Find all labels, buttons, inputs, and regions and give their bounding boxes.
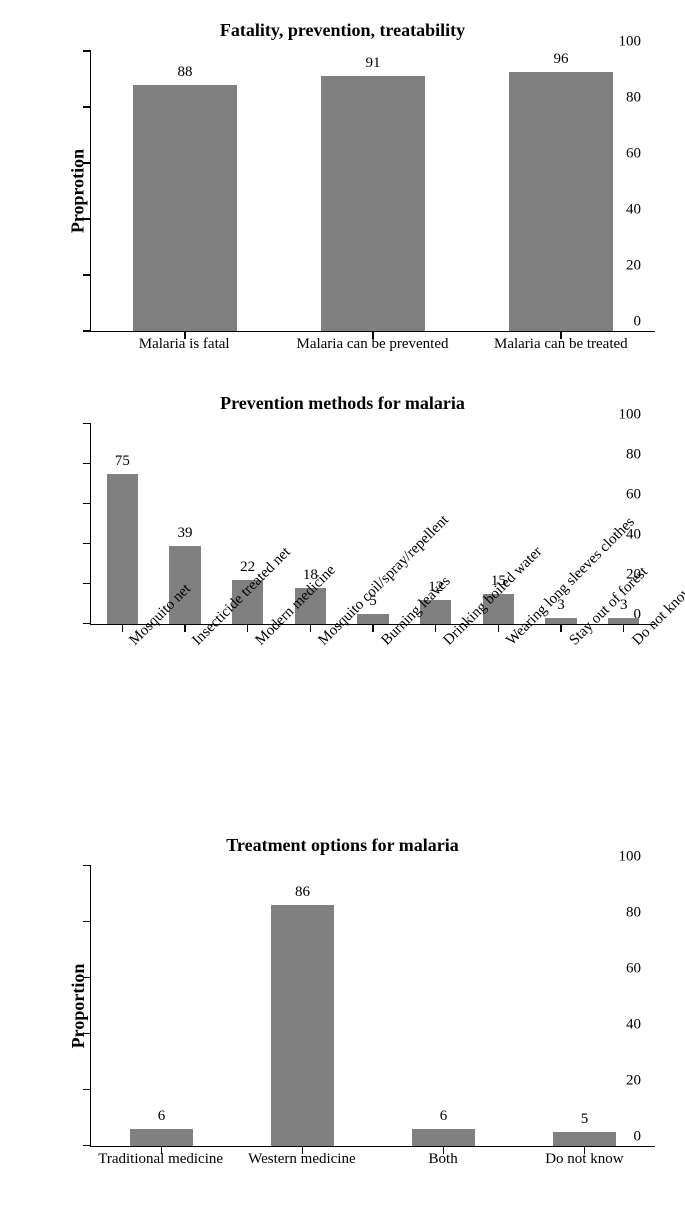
chart-title: Fatality, prevention, treatability (20, 20, 665, 41)
x-label: Mosquito coil/spray/repellent (311, 633, 328, 650)
bar-rect (271, 905, 334, 1146)
x-tick (372, 332, 374, 339)
x-label: Stay out of forest (562, 633, 579, 650)
bar-rect (107, 474, 138, 624)
bar-rect (412, 1129, 475, 1146)
bar-slot: 75 (91, 424, 154, 624)
x-tick (161, 1147, 163, 1154)
x-label: Drinking boiled water (436, 633, 453, 650)
bar-value-label: 86 (295, 884, 310, 901)
y-tick (83, 921, 91, 923)
x-label: Modern medicine (248, 633, 265, 650)
y-tick (83, 162, 91, 164)
bar-value-label: 91 (366, 55, 381, 72)
bar-slot: 5 (514, 866, 655, 1146)
bar-rect (130, 1129, 193, 1146)
y-tick (83, 543, 91, 545)
x-tick (584, 1147, 586, 1154)
y-tick (83, 330, 91, 332)
chart-title: Prevention methods for malaria (20, 393, 665, 414)
plot-area: Proportion02040608010068665 (90, 866, 655, 1147)
y-tick (83, 106, 91, 108)
bar-rect (545, 618, 576, 624)
bar-rect (608, 618, 639, 624)
bar-slot: 96 (467, 51, 655, 331)
bar-slot: 6 (373, 866, 514, 1146)
y-tick (83, 503, 91, 505)
y-tick (83, 977, 91, 979)
plot-area: Proprotion020406080100889196 (90, 51, 655, 332)
y-tick (83, 463, 91, 465)
charts-container: Fatality, prevention, treatabilityPropro… (20, 20, 665, 1167)
x-tick (560, 332, 562, 339)
x-tick (443, 1147, 445, 1154)
bar-slot: 91 (279, 51, 467, 331)
bar-slot: 88 (91, 51, 279, 331)
bar-value-label: 75 (115, 453, 130, 470)
bar-slot: 6 (91, 866, 232, 1146)
bar-rect (357, 614, 388, 624)
bar-rect (133, 85, 236, 331)
x-label: Wearing long sleeves clothes (499, 633, 516, 650)
bar-value-label: 39 (178, 525, 193, 542)
x-label: Do not know (625, 633, 642, 650)
x-label: Insecticide treated net (185, 633, 202, 650)
x-label: Burning leaves (374, 633, 391, 650)
y-tick (83, 50, 91, 52)
bar-rect (509, 72, 612, 331)
chart-title: Treatment options for malaria (20, 835, 665, 856)
y-tick (83, 865, 91, 867)
y-tick (83, 1033, 91, 1035)
bar-rect (321, 76, 424, 331)
x-labels: Mosquito net Insecticide treated net Moder… (90, 625, 655, 795)
bar-value-label: 6 (440, 1108, 448, 1125)
x-labels: Traditional medicineWestern medicineBoth… (90, 1147, 655, 1168)
y-tick (83, 274, 91, 276)
y-tick (83, 583, 91, 585)
y-tick (83, 1145, 91, 1147)
bar-value-label: 88 (178, 64, 193, 81)
chart-0: Fatality, prevention, treatabilityPropro… (20, 20, 665, 353)
y-tick-label: 100 (619, 406, 642, 423)
bar-rect (553, 1132, 616, 1146)
x-label: Mosquito net (123, 633, 140, 650)
bar-value-label: 5 (581, 1111, 589, 1128)
bars-group: 6 86 6 5 (91, 866, 655, 1146)
x-tick (302, 1147, 304, 1154)
y-tick (83, 218, 91, 220)
bar-slot: 86 (232, 866, 373, 1146)
y-tick-label: 100 (619, 34, 642, 51)
chart-1: Prevention methods for malaria0204060801… (20, 393, 665, 795)
bars-group: 88 91 96 (91, 51, 655, 331)
y-tick (83, 423, 91, 425)
y-tick-label: 100 (619, 848, 642, 865)
y-tick (83, 1089, 91, 1091)
bar-value-label: 6 (158, 1108, 166, 1125)
bar-value-label: 96 (554, 51, 569, 68)
chart-2: Treatment options for malariaProportion0… (20, 835, 665, 1168)
x-tick (184, 332, 186, 339)
